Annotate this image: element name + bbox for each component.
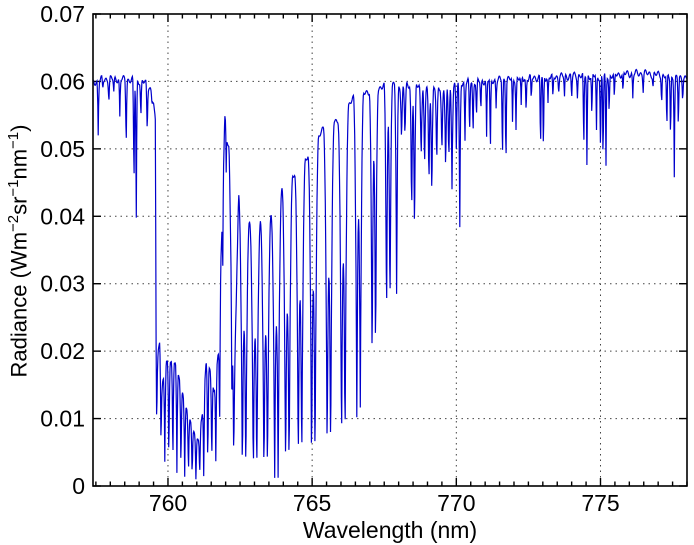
y-axis-tick-labels: 0 0.01 0.02 0.03 0.04 0.05 0.06 0.07 xyxy=(40,1,85,499)
spectrum-line xyxy=(93,68,687,480)
x-axis-title: Wavelength (nm) xyxy=(303,517,477,543)
y-tick-label: 0 xyxy=(72,473,85,499)
y-tick-label: 0.04 xyxy=(40,203,85,229)
y-tick-label: 0.02 xyxy=(40,338,85,364)
y-axis-title-text: ) xyxy=(6,124,32,132)
plot-border xyxy=(92,13,688,487)
x-tick-label: 765 xyxy=(293,490,331,516)
x-tick-label: 775 xyxy=(581,490,619,516)
x-tick-label: 760 xyxy=(149,490,187,516)
y-axis-title-text: sr xyxy=(6,196,32,215)
y-tick-label: 0.05 xyxy=(40,136,85,162)
y-tick-label: 0.06 xyxy=(40,68,85,94)
y-axis-title-exp: −2 xyxy=(5,214,22,232)
y-tick-label: 0.07 xyxy=(40,1,85,27)
x-axis-tick-labels: 760 765 770 775 xyxy=(149,490,620,516)
y-axis-title: Radiance (Wm−2sr−1nm−1) xyxy=(5,11,37,491)
y-axis-title-text: nm xyxy=(6,148,32,180)
y-axis-title-exp: −1 xyxy=(5,179,22,197)
y-axis-title-text: Radiance (Wm xyxy=(6,231,32,378)
y-tick-label: 0.01 xyxy=(40,406,85,432)
x-tick-label: 770 xyxy=(437,490,475,516)
y-tick-label: 0.03 xyxy=(40,271,85,297)
y-axis-title-exp: −1 xyxy=(5,131,22,149)
